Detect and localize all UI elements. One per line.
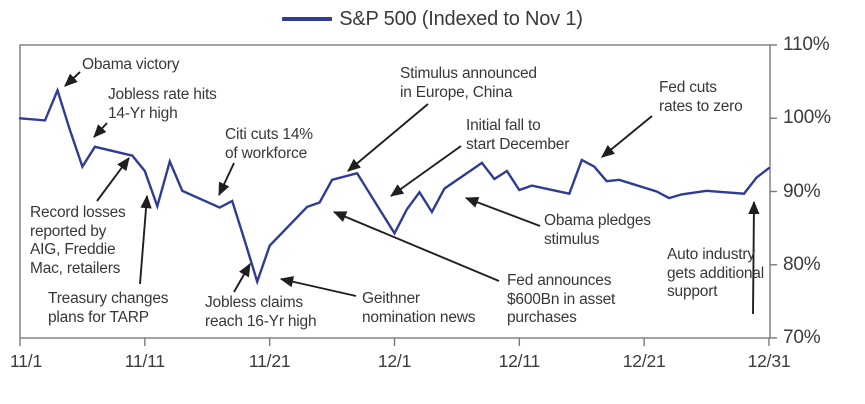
annotation-arrow-initial-fall [390, 145, 462, 197]
annotation-text-line: Jobless claims [205, 294, 303, 311]
annotation-arrow-jobless-claims [233, 263, 251, 293]
x-tick-label: 11/1 [10, 351, 42, 371]
annotation-text-line: $600Bn in asset [507, 290, 616, 308]
annotation-text-line: Fed cuts [659, 79, 717, 96]
annotation-text-line: Fed announces [507, 272, 612, 289]
annotation-text-line: rates to zero [659, 97, 743, 115]
annotation-citi-cuts: Citi cuts 14% of workforce [225, 126, 313, 163]
annotation-text-line: stimulus [544, 230, 600, 248]
x-tick-label: 12/31 [747, 351, 791, 371]
sp500-line [18, 86, 771, 286]
x-tick-label: 11/11 [124, 351, 165, 371]
annotation-text-line: Geithner [362, 290, 420, 307]
chart-legend: S&P 500 (Indexed to Nov 1) [0, 8, 865, 30]
annotation-arrows [64, 71, 760, 315]
annotation-obama-victory: Obama victory [82, 56, 180, 75]
annotation-text-line: purchases [507, 309, 577, 326]
annotation-arrow-citi-cuts [218, 162, 235, 197]
annotation-fed-announces: Fed announces $600Bn in asset purchases [507, 272, 615, 328]
annotation-text-line: reach 16-Yr high [205, 312, 317, 330]
annotation-auto-industry: Auto industry gets additional support [667, 246, 764, 302]
annotation-text-line: Initial fall to [466, 117, 541, 134]
annotation-jobless-claims: Jobless claims reach 16-Yr high [205, 294, 317, 331]
y-tick-label: 70% [783, 327, 821, 348]
annotation-text-line: Auto industry [667, 246, 755, 263]
legend-label: S&P 500 (Indexed to Nov 1) [339, 7, 583, 30]
annotation-initial-fall: Initial fall to start December [466, 117, 569, 154]
annotation-jobless-rate: Jobless rate hits 14-Yr high [108, 86, 217, 123]
annotation-arrow-jobless-rate [93, 122, 108, 138]
annotation-arrow-treasury-changes [139, 194, 152, 285]
annotation-treasury-changes: Treasury changes plans for TARP [48, 290, 168, 327]
annotation-text-line: Record losses [30, 204, 126, 221]
x-tick-label: 11/21 [248, 351, 291, 371]
annotation-text-line: gets additional [667, 264, 764, 282]
x-tick-label: 12/1 [377, 351, 412, 371]
annotation-text-line: nomination news [362, 308, 476, 326]
y-tick-label: 80% [783, 253, 821, 275]
annotation-stimulus-announced: Stimulus announced in Europe, China [400, 65, 537, 102]
x-tick-label: 12/11 [498, 351, 541, 371]
annotation-arrow-obama-victory [64, 71, 81, 87]
annotation-text-line: in Europe, China [400, 83, 513, 101]
annotation-text-line: Jobless rate hits [108, 86, 217, 103]
annotation-arrow-stimulus-announced [347, 103, 429, 172]
annotation-text-line: Treasury changes [48, 290, 169, 307]
annotation-text-line: of workforce [225, 144, 308, 162]
annotation-text-line: reported by [30, 222, 107, 240]
annotation-text-line: 14-Yr high [108, 104, 178, 122]
legend-line-swatch [282, 17, 333, 21]
annotation-text-line: AIG, Freddie [30, 241, 116, 258]
annotation-record-losses: Record losses reported by AIG, Freddie Mac,… [30, 204, 126, 278]
annotation-text-line: plans for TARP [48, 308, 149, 326]
y-tick-label: 100% [783, 107, 831, 129]
axes [19, 44, 777, 346]
annotation-obama-pledges: Obama pledges stimulus [544, 212, 651, 249]
series-lines [18, 86, 771, 286]
annotation-text-line: Mac, retailers [30, 259, 121, 277]
annotation-arrow-geithner [279, 276, 357, 297]
annotation-text-line: Stimulus announced [400, 65, 537, 82]
annotation-geithner: Geithner nomination news [362, 290, 476, 327]
annotation-arrow-auto-industry [748, 200, 760, 315]
annotation-arrow-fed-cuts [601, 115, 653, 158]
annotation-arrow-record-losses [96, 157, 130, 202]
y-tick-label: 110% [783, 34, 830, 55]
annotation-text-line: Obama victory [82, 56, 180, 73]
x-tick-label: 12/21 [622, 351, 666, 371]
annotation-text-line: start December [466, 135, 570, 153]
annotation-text-line: Obama pledges [544, 212, 651, 229]
annotation-fed-cuts: Fed cuts rates to zero [659, 79, 743, 116]
annotation-text-line: support [667, 283, 718, 300]
y-tick-label: 90% [783, 180, 821, 202]
annotation-text-line: Citi cuts 14% [225, 126, 313, 143]
annotation-arrow-fed-announces [332, 211, 500, 282]
annotation-arrow-obama-pledges [464, 196, 541, 227]
